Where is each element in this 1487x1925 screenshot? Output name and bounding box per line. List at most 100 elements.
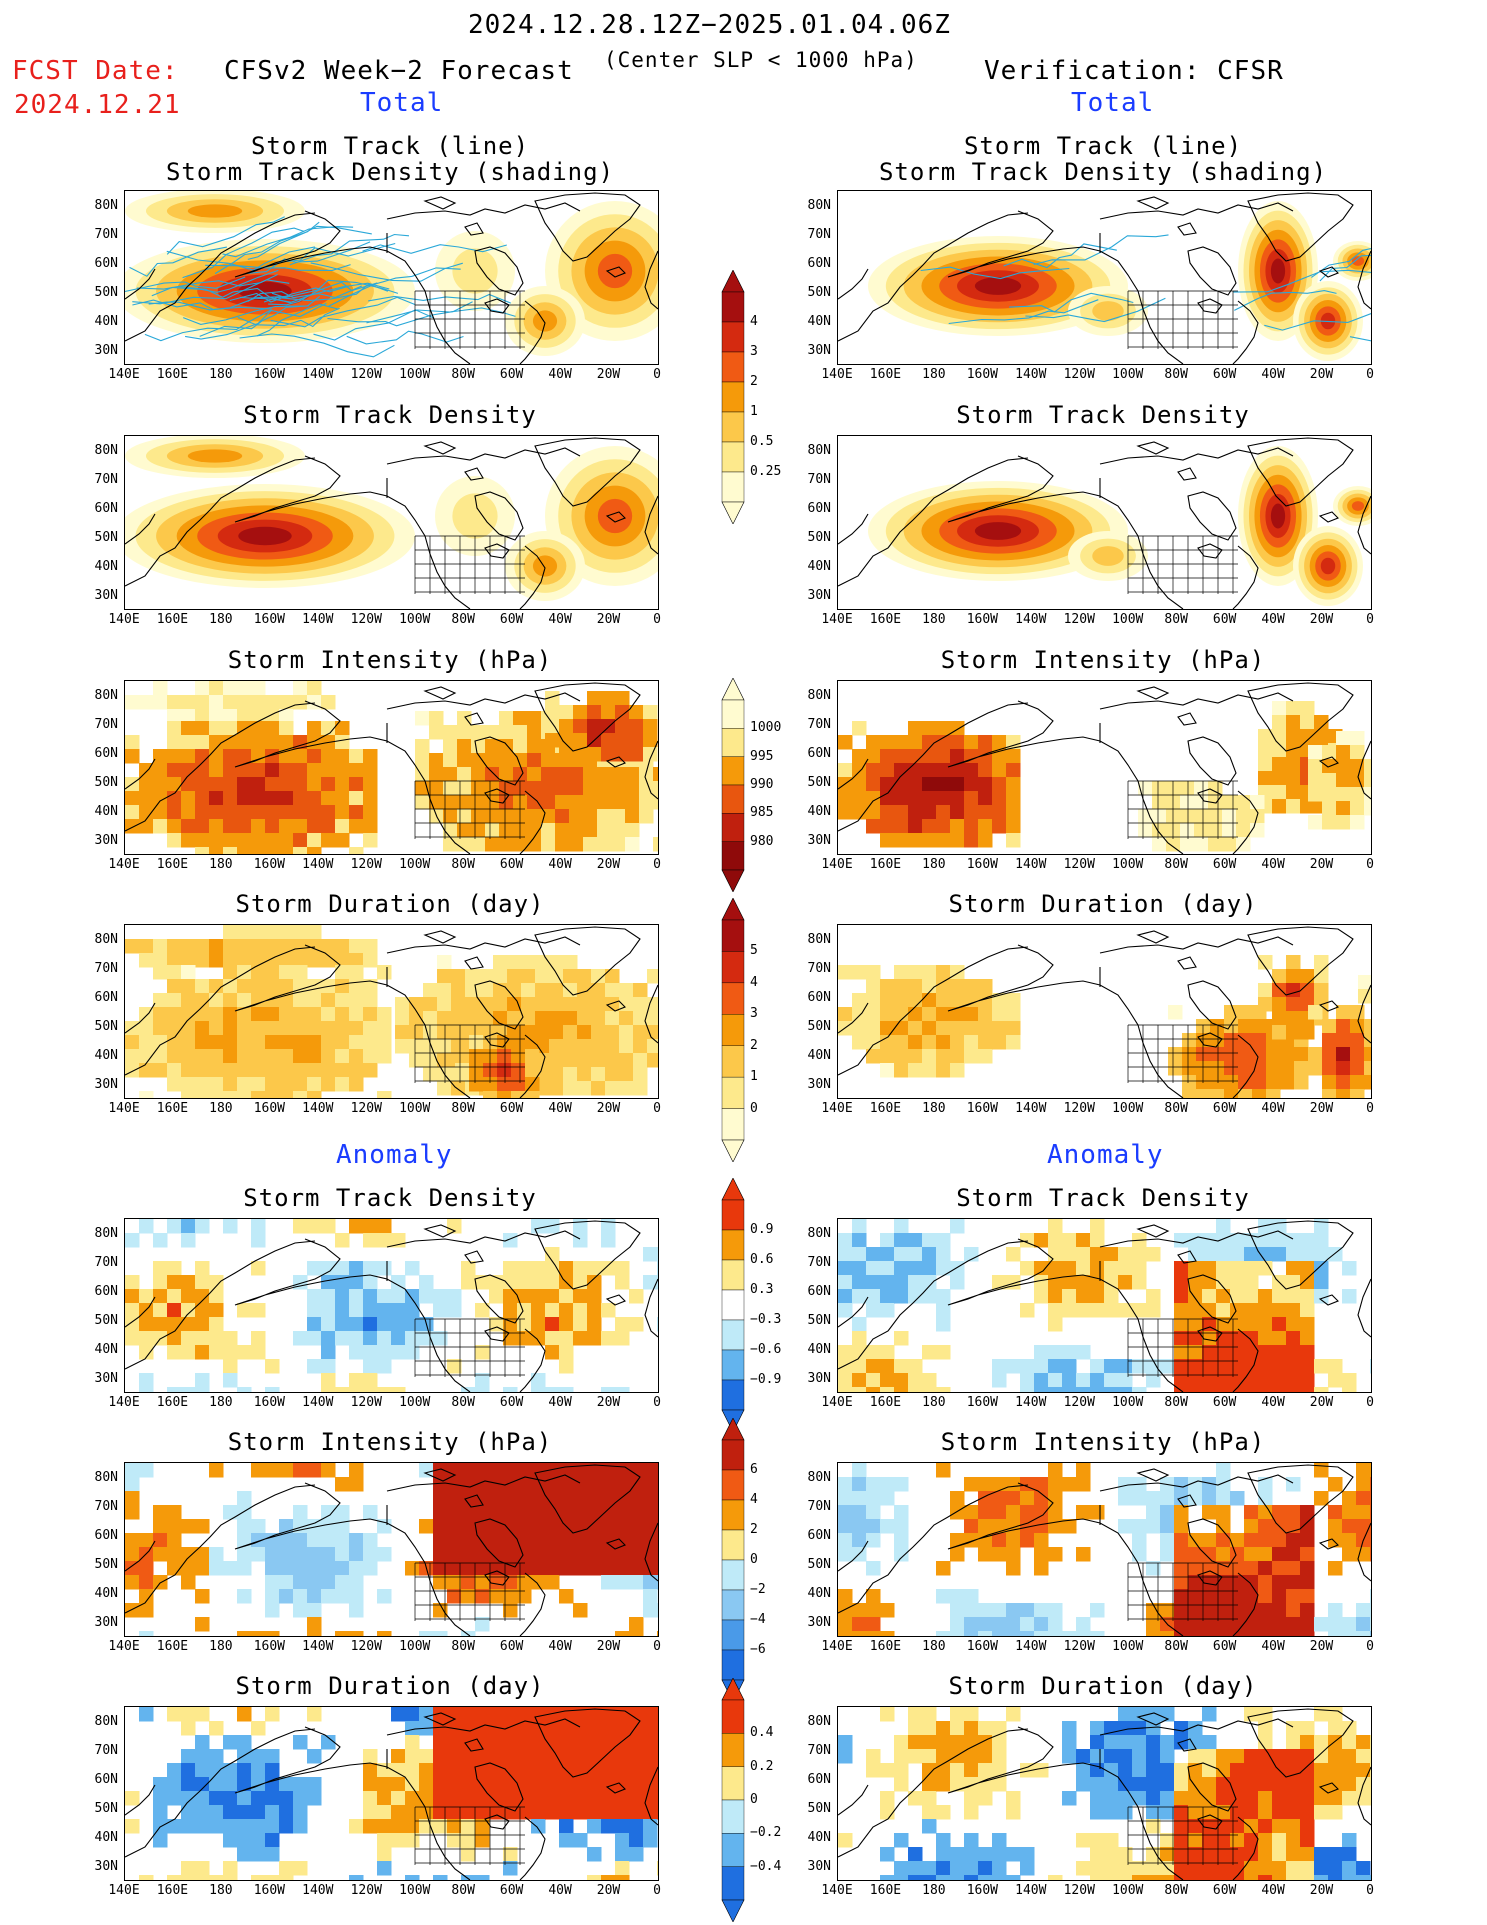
grid-cell — [499, 809, 514, 824]
grid-cell — [237, 819, 252, 834]
grid-cell — [978, 777, 993, 792]
anomaly-cell — [1258, 1561, 1273, 1576]
grid-cell — [908, 833, 923, 848]
anomaly-cell — [1202, 1861, 1217, 1876]
anomaly-cell — [153, 1547, 168, 1562]
anomaly-cell — [167, 1791, 182, 1806]
storm-track — [125, 276, 246, 293]
grid-cell — [629, 733, 644, 748]
anomaly-cell — [1104, 1289, 1119, 1304]
colorbar-label: −0.4 — [750, 1858, 782, 1874]
storm-track — [1311, 247, 1371, 278]
anomaly-cell — [894, 1519, 909, 1534]
grid-cell — [922, 1021, 937, 1036]
anomaly-cell — [279, 1805, 294, 1820]
anomaly-cell — [195, 1261, 210, 1276]
anomaly-cell — [1090, 1275, 1105, 1290]
anomaly-cell — [852, 1359, 867, 1374]
anomaly-cell — [950, 1777, 965, 1792]
anomaly-cell — [475, 1463, 490, 1478]
anomaly-cell — [125, 1533, 140, 1548]
anomaly-cell — [559, 1261, 574, 1276]
anomaly-cell — [489, 1777, 504, 1792]
anomaly-cell — [1090, 1233, 1105, 1248]
grid-cell — [307, 1007, 322, 1022]
anomaly-cell — [167, 1275, 182, 1290]
grid-cell — [894, 763, 909, 778]
grid-cell — [335, 965, 350, 980]
anomaly-cell — [894, 1247, 909, 1262]
grid-cell — [465, 983, 480, 998]
colorbar-intensity — [721, 678, 745, 892]
anomaly-cell — [964, 1603, 979, 1618]
anomaly-cell — [978, 1617, 993, 1632]
coastline — [125, 682, 658, 854]
lon-tick-label: 140E — [821, 1101, 853, 1116]
anomaly-cell — [1146, 1303, 1161, 1318]
grid-cell — [321, 763, 336, 778]
anomaly-cell — [1076, 1631, 1091, 1636]
anomaly-cell — [992, 1491, 1007, 1506]
lat-tick-label: 30N — [94, 1859, 118, 1874]
lon-tick-label: 160E — [869, 857, 902, 872]
grid-cell — [1180, 837, 1195, 852]
grid-cell — [922, 721, 937, 736]
anomaly-cell — [461, 1721, 476, 1736]
lon-tick-label: 160W — [966, 1639, 999, 1654]
grid-cell — [125, 1049, 140, 1064]
lat-tick-label: 40N — [807, 559, 831, 574]
anomaly-cell — [657, 1707, 658, 1722]
anomaly-cell — [181, 1777, 196, 1792]
lat-tick-label: 50N — [94, 1557, 118, 1572]
anomaly-cell — [1356, 1735, 1371, 1750]
anomaly-cell — [321, 1359, 336, 1374]
anomaly-cell — [838, 1491, 853, 1506]
anomaly-cell — [153, 1233, 168, 1248]
colorbar-label: −0.2 — [750, 1825, 782, 1841]
map-panel-right-2 — [837, 435, 1372, 610]
anomaly-cell — [922, 1387, 937, 1392]
grid-cell — [1236, 823, 1251, 838]
anomaly-cell — [908, 1847, 923, 1862]
grid-cell — [377, 1021, 392, 1036]
grid-cell — [181, 1035, 196, 1050]
grid-cell — [1322, 1089, 1337, 1098]
grid-cell — [349, 819, 364, 834]
anomaly-cell — [279, 1547, 294, 1562]
anomaly-cell — [195, 1561, 210, 1576]
anomaly-cell — [978, 1505, 993, 1520]
anomaly-cell — [475, 1749, 490, 1764]
anomaly-cell — [1258, 1819, 1273, 1834]
storm-track — [1234, 290, 1337, 311]
anomaly-cell — [1174, 1603, 1189, 1618]
anomaly-cell — [377, 1763, 392, 1778]
grid-cell — [455, 1063, 470, 1078]
anomaly-cell — [531, 1533, 546, 1548]
anomaly-cell — [838, 1505, 853, 1520]
anomaly-cell — [1258, 1575, 1273, 1590]
anomaly-cell — [615, 1631, 630, 1636]
lon-tick-label: 120W — [1063, 1395, 1095, 1410]
anomaly-cell — [629, 1819, 644, 1834]
grid-cell — [633, 997, 648, 1012]
anomaly-cell — [1048, 1317, 1063, 1332]
anomaly-cell — [1258, 1547, 1273, 1562]
anomaly-cell — [237, 1847, 252, 1862]
grid-cell — [293, 979, 308, 994]
grid-cell — [457, 837, 472, 852]
colorbar-label: 2 — [750, 1522, 758, 1537]
grid-cell — [209, 735, 224, 750]
anomaly-cell — [1230, 1763, 1245, 1778]
anomaly-cell — [195, 1519, 210, 1534]
grid-cell — [992, 777, 1007, 792]
state-borders — [1127, 290, 1238, 349]
grid-cell — [1286, 729, 1301, 744]
anomaly-cell — [531, 1805, 546, 1820]
grid-cell — [1286, 799, 1301, 814]
grid-cell — [866, 819, 881, 834]
grid-cell — [569, 767, 584, 782]
grid-cell — [293, 695, 308, 710]
anomaly-cell — [601, 1505, 616, 1520]
grid-cell — [1180, 823, 1195, 838]
grid-cell — [265, 965, 280, 980]
